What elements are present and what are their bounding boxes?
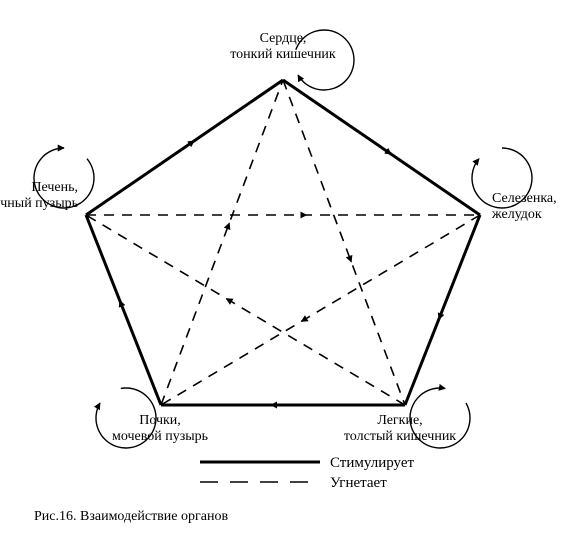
figure-caption: Рис.16. Взаимодействие органов [34,509,228,524]
legend-solid-label: Стимулирует [330,455,414,471]
legend-dashed-label: Угнетает [330,475,387,491]
